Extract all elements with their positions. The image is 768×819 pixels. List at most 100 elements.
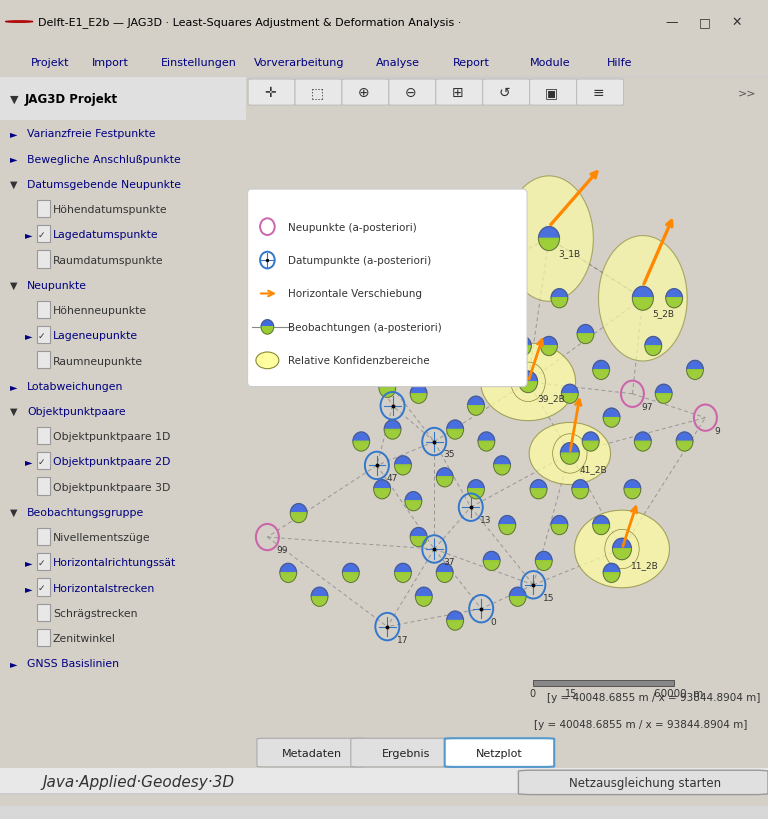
Text: □: □ bbox=[698, 16, 710, 29]
Polygon shape bbox=[332, 317, 349, 326]
Polygon shape bbox=[436, 573, 453, 582]
Text: 17: 17 bbox=[397, 635, 409, 644]
Text: ►: ► bbox=[10, 382, 18, 391]
Text: Vorverarbeitung: Vorverarbeitung bbox=[253, 58, 344, 68]
FancyBboxPatch shape bbox=[483, 80, 530, 106]
Text: [y = 40048.6855 m / x = 93844.8904 m]: [y = 40048.6855 m / x = 93844.8904 m] bbox=[534, 719, 747, 729]
Text: [y = 40048.6855 m / x = 93844.8904 m]: [y = 40048.6855 m / x = 93844.8904 m] bbox=[547, 693, 760, 703]
Polygon shape bbox=[363, 319, 380, 328]
Polygon shape bbox=[687, 370, 703, 380]
Bar bbox=[37, 428, 51, 445]
Polygon shape bbox=[400, 359, 416, 368]
Text: Schrägstrecken: Schrägstrecken bbox=[53, 609, 137, 618]
Text: Ergebnis: Ergebnis bbox=[382, 748, 430, 758]
Text: Bewegliche Anschlußpunkte: Bewegliche Anschlußpunkte bbox=[27, 155, 180, 165]
Text: 35: 35 bbox=[444, 450, 455, 459]
Text: ▼: ▼ bbox=[10, 280, 18, 291]
Polygon shape bbox=[541, 337, 558, 346]
Polygon shape bbox=[384, 430, 401, 440]
Polygon shape bbox=[613, 550, 631, 560]
Text: 15: 15 bbox=[564, 689, 577, 699]
Polygon shape bbox=[538, 228, 559, 239]
Polygon shape bbox=[337, 346, 354, 356]
Text: ≡: ≡ bbox=[593, 86, 604, 100]
Bar bbox=[37, 579, 51, 596]
FancyBboxPatch shape bbox=[530, 80, 577, 106]
FancyBboxPatch shape bbox=[342, 80, 389, 106]
Polygon shape bbox=[509, 587, 526, 597]
Text: Import: Import bbox=[92, 58, 129, 68]
Text: Zenitwinkel: Zenitwinkel bbox=[53, 633, 116, 644]
Text: ▣: ▣ bbox=[545, 86, 558, 100]
Polygon shape bbox=[645, 337, 661, 346]
Polygon shape bbox=[374, 490, 390, 500]
Text: ✓: ✓ bbox=[38, 458, 45, 466]
Text: Objektpunktpaare: Objektpunktpaare bbox=[27, 406, 126, 417]
Text: 9: 9 bbox=[715, 426, 720, 435]
Text: ►: ► bbox=[25, 457, 32, 467]
Polygon shape bbox=[530, 480, 547, 490]
Polygon shape bbox=[593, 361, 610, 370]
Text: Horizontale Verschiebung: Horizontale Verschiebung bbox=[288, 289, 422, 299]
Text: GNSS Basislinien: GNSS Basislinien bbox=[27, 658, 119, 668]
Ellipse shape bbox=[256, 352, 279, 369]
Polygon shape bbox=[603, 419, 620, 428]
Polygon shape bbox=[410, 537, 427, 547]
Text: 0: 0 bbox=[529, 689, 535, 699]
Polygon shape bbox=[551, 526, 568, 535]
Polygon shape bbox=[395, 563, 412, 573]
Polygon shape bbox=[337, 337, 354, 346]
Polygon shape bbox=[518, 382, 538, 393]
Bar bbox=[0, 768, 768, 794]
Text: ▼: ▼ bbox=[10, 179, 18, 190]
Text: Lagedatumspunkte: Lagedatumspunkte bbox=[53, 230, 158, 240]
Text: Datumpunkte (a-posteriori): Datumpunkte (a-posteriori) bbox=[288, 256, 432, 265]
Bar bbox=[37, 251, 51, 268]
Ellipse shape bbox=[529, 423, 611, 485]
Polygon shape bbox=[261, 328, 273, 335]
Polygon shape bbox=[494, 466, 511, 475]
Text: ↺: ↺ bbox=[499, 86, 511, 100]
Bar bbox=[37, 453, 51, 470]
Text: ►: ► bbox=[25, 558, 32, 568]
Text: 13: 13 bbox=[480, 515, 492, 524]
Polygon shape bbox=[379, 388, 396, 398]
FancyBboxPatch shape bbox=[248, 80, 295, 106]
Text: ✓: ✓ bbox=[38, 583, 45, 592]
Text: ►: ► bbox=[25, 230, 32, 240]
FancyBboxPatch shape bbox=[577, 80, 624, 106]
Text: Objektpunktpaare 3D: Objektpunktpaare 3D bbox=[53, 482, 170, 492]
Polygon shape bbox=[634, 442, 651, 451]
Polygon shape bbox=[515, 337, 531, 346]
FancyBboxPatch shape bbox=[389, 80, 435, 106]
Polygon shape bbox=[261, 320, 273, 328]
Bar bbox=[37, 554, 51, 571]
Polygon shape bbox=[551, 516, 568, 526]
Polygon shape bbox=[468, 396, 485, 406]
Polygon shape bbox=[593, 526, 610, 535]
Text: 47: 47 bbox=[386, 473, 398, 482]
Text: Beobachtungsgruppe: Beobachtungsgruppe bbox=[27, 507, 144, 518]
Polygon shape bbox=[561, 385, 578, 394]
Polygon shape bbox=[290, 514, 307, 523]
Polygon shape bbox=[551, 299, 568, 309]
Polygon shape bbox=[676, 442, 693, 451]
Text: 0: 0 bbox=[491, 617, 496, 626]
Text: Horizontalstrecken: Horizontalstrecken bbox=[53, 583, 155, 593]
FancyBboxPatch shape bbox=[295, 80, 342, 106]
FancyBboxPatch shape bbox=[351, 739, 460, 767]
Text: ✕: ✕ bbox=[731, 16, 742, 29]
Text: 99: 99 bbox=[276, 545, 288, 554]
Polygon shape bbox=[410, 394, 427, 404]
Text: Raumdatumspunkte: Raumdatumspunkte bbox=[53, 256, 164, 265]
Polygon shape bbox=[561, 394, 578, 404]
Text: JAG3D Projekt: JAG3D Projekt bbox=[25, 93, 118, 106]
Polygon shape bbox=[530, 490, 547, 500]
Text: Nivellementszüge: Nivellementszüge bbox=[53, 532, 151, 542]
Bar bbox=[37, 604, 51, 621]
Polygon shape bbox=[535, 552, 552, 561]
Polygon shape bbox=[655, 385, 672, 394]
Text: ▼: ▼ bbox=[10, 95, 18, 105]
Text: Hilfe: Hilfe bbox=[607, 58, 632, 68]
Text: 3_1B: 3_1B bbox=[558, 249, 581, 258]
